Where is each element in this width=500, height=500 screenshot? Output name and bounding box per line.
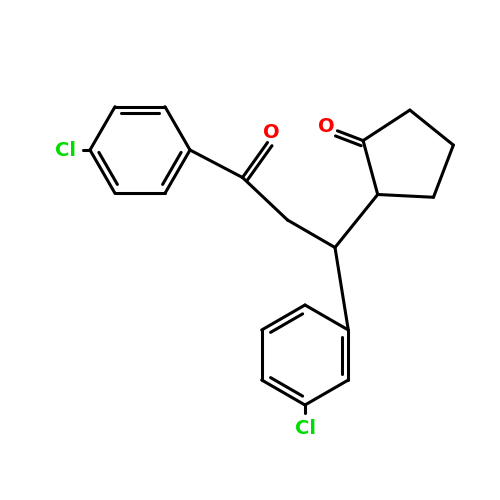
Text: Cl: Cl: [56, 140, 76, 160]
Text: Cl: Cl: [294, 420, 316, 438]
Text: O: O: [318, 117, 335, 136]
Text: O: O: [262, 123, 280, 142]
